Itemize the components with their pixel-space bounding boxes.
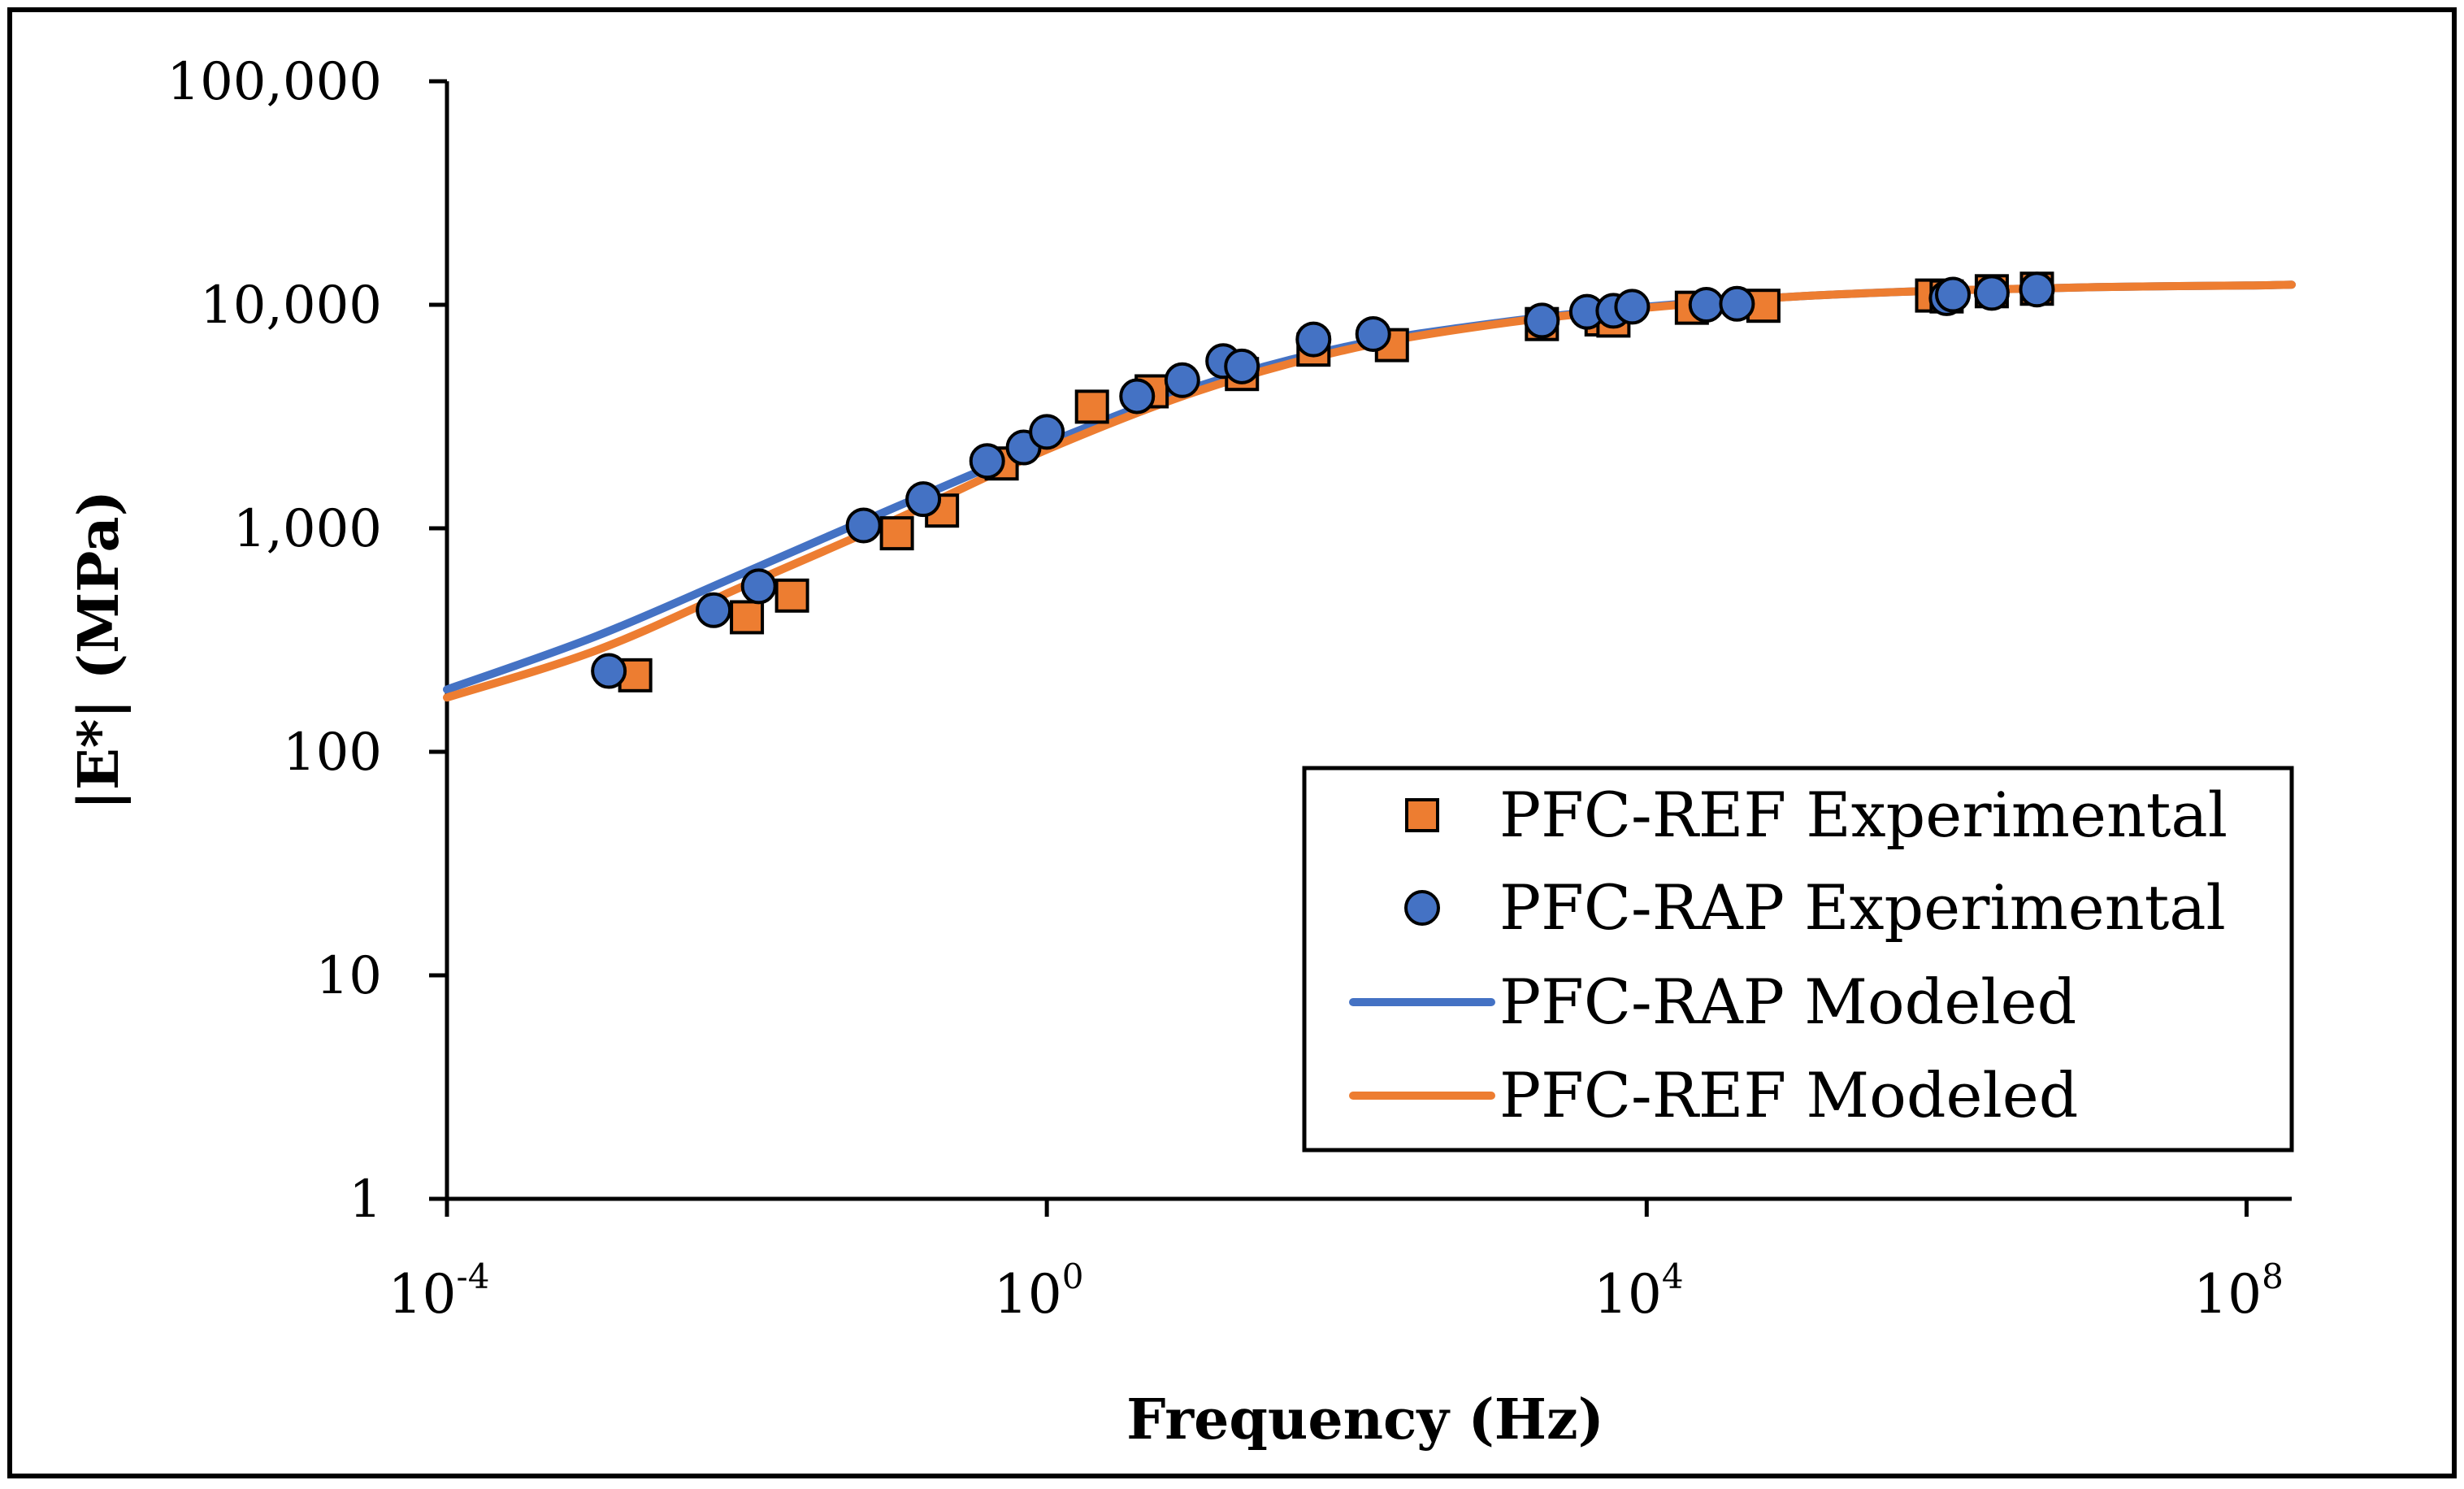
rap-experimental-point (1524, 302, 1560, 339)
rap-experimental-point (1164, 362, 1200, 398)
rap-experimental-point (740, 568, 777, 605)
rap-experimental-point (905, 481, 942, 518)
x-tick-exponent: -4 (457, 1257, 490, 1296)
y-tick-label: 100,000 (167, 52, 382, 112)
rap-experimental-point (1935, 276, 1972, 313)
rap-experimental-point (1719, 285, 1755, 322)
x-tick-base: 10 (1594, 1263, 1662, 1326)
rap-experimental-point (1614, 289, 1651, 325)
x-tick-base: 10 (388, 1263, 457, 1326)
x-tick-label: 104 (1594, 1257, 1684, 1326)
x-tick-exponent: 0 (1062, 1257, 1084, 1296)
y-tick-label: 100 (283, 723, 382, 783)
rap-experimental-point (591, 653, 627, 689)
legend-box (1302, 766, 2294, 1153)
rap-experimental-point (1355, 315, 1391, 352)
ref-experimental-point (1074, 389, 1109, 424)
rap-experimental-point (1973, 275, 2010, 311)
x-tick-exponent: 4 (1662, 1257, 1684, 1296)
ref-experimental-point (879, 516, 914, 551)
rap-experimental-point (1119, 378, 1156, 415)
ref-experimental-point (730, 600, 765, 635)
x-tick-base: 10 (994, 1263, 1062, 1326)
y-tick-label: 1 (349, 1170, 382, 1230)
x-axis-ticks: 10-4 100 104 108 (388, 1199, 2284, 1326)
y-tick-label: 10 (316, 946, 382, 1006)
x-tick-label: 108 (2193, 1257, 2284, 1326)
rap-experimental-point (1029, 414, 1065, 450)
rap-experimental-point (969, 443, 1005, 480)
legend-label-pfc-rap-modeled: PFC-RAP Modeled (1499, 966, 2076, 1038)
y-axis-ticks: 1 10 100 1,000 10,000 100,000 (167, 52, 447, 1230)
legend-label-pfc-rap-experimental: PFC-RAP Experimental (1499, 871, 2226, 944)
rap-experimental-point (845, 507, 882, 544)
x-axis-title: Frequency (Hz) (1126, 1387, 1604, 1452)
rap-experimental-point (2019, 271, 2055, 308)
figure-frame (7, 7, 2457, 1478)
x-tick-label: 10-4 (388, 1257, 490, 1326)
legend-symbol-pfc-ref-experimental (1405, 798, 1439, 832)
y-tick-label: 10,000 (200, 276, 382, 336)
rap-experimental-point (1224, 348, 1260, 384)
x-tick-base: 10 (2193, 1263, 2262, 1326)
legend-label-pfc-ref-experimental: PFC-REF Experimental (1499, 779, 2228, 851)
legend-symbol-pfc-rap-experimental (1404, 890, 1440, 926)
experimental-markers (591, 271, 2055, 692)
rap-experimental-point (696, 592, 732, 628)
rap-experimental-point (1688, 287, 1724, 323)
legend: PFC-REF Experimental PFC-RAP Experimental… (1302, 766, 2294, 1153)
x-tick-label: 100 (994, 1257, 1084, 1326)
rap-experimental-point (1295, 321, 1332, 358)
y-tick-label: 1,000 (233, 499, 382, 559)
legend-label-pfc-ref-modeled: PFC-REF Modeled (1499, 1059, 2078, 1131)
y-axis-title: |E*| (MPa) (67, 490, 132, 810)
x-tick-exponent: 8 (2262, 1257, 2284, 1296)
axes (445, 81, 2292, 1201)
ref-experimental-point (774, 578, 809, 613)
